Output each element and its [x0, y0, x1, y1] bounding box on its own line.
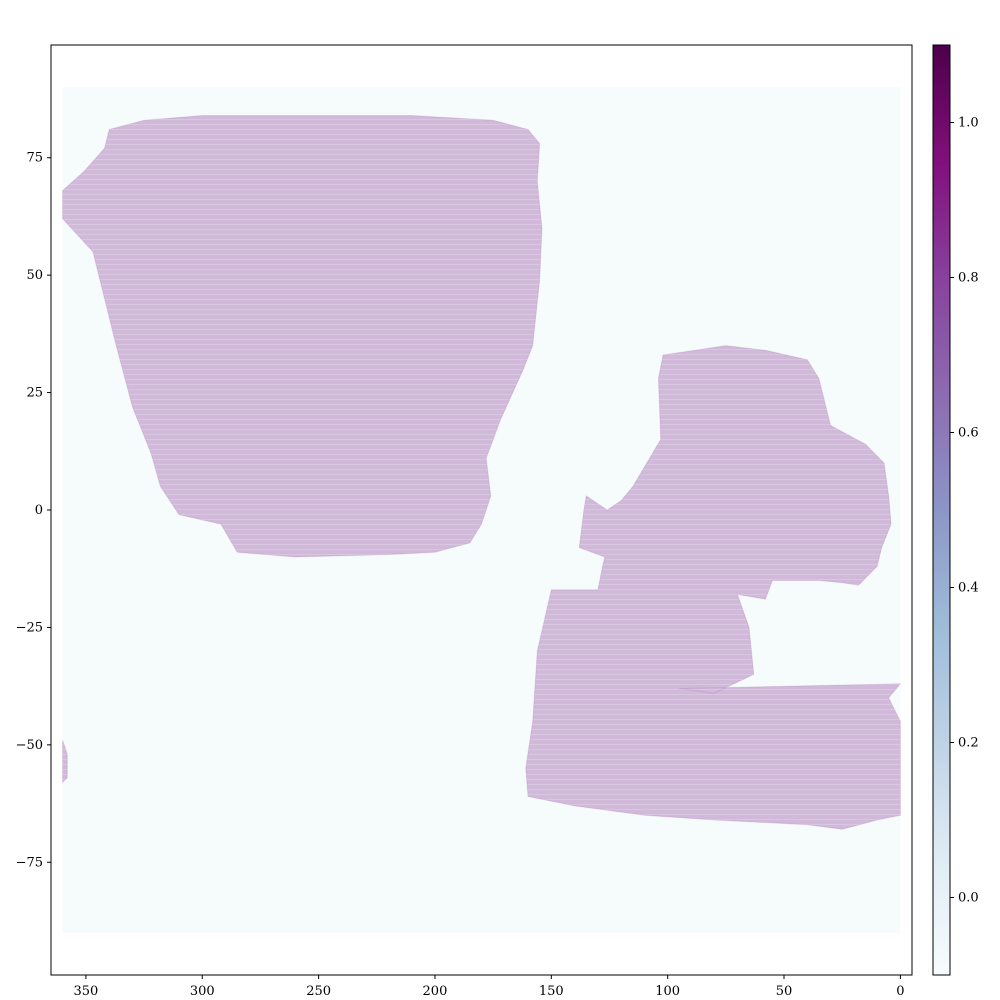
colorbar: 0.0 0.2 0.4 0.6 0.8 1.0 [932, 44, 979, 976]
colorbar-tick-label: 0.4 [958, 581, 979, 596]
colorbar-tick-label: 0.8 [958, 271, 979, 286]
footprint-texture-2 [525, 345, 901, 830]
y-tick-label: −25 [16, 620, 43, 635]
colorbar-tick-label: 0.0 [958, 891, 979, 906]
x-tick-label: 300 [190, 984, 215, 999]
y-axis: 75 50 25 0 −25 −50 −75 [16, 151, 51, 870]
x-tick-label: 350 [73, 984, 98, 999]
footprint-texture-1 [62, 115, 542, 557]
x-tick-label: 250 [306, 984, 331, 999]
x-tick-label: 50 [776, 984, 793, 999]
y-tick-label: 50 [26, 268, 43, 283]
x-tick-label: 0 [896, 984, 904, 999]
plot-area [50, 44, 913, 976]
footprint-regions [62, 115, 902, 830]
y-tick-label: 25 [26, 386, 43, 401]
colorbar-gradient [932, 44, 951, 976]
colorbar-tick-label: 0.2 [958, 736, 979, 751]
y-tick-label: −50 [16, 738, 43, 753]
colorbar-tick-label: 1.0 [958, 116, 979, 131]
y-tick-label: 0 [35, 503, 43, 518]
colorbar-ticks: 0.0 0.2 0.4 0.6 0.8 1.0 [950, 116, 979, 906]
footprint-texture-3 [62, 740, 68, 783]
x-tick-label: 200 [423, 984, 448, 999]
y-tick-label: 75 [26, 151, 43, 166]
x-tick-label: 150 [539, 984, 564, 999]
x-axis: 350 300 250 200 150 100 50 0 [73, 975, 905, 999]
y-tick-label: −75 [16, 855, 43, 870]
colorbar-tick-label: 0.6 [958, 426, 979, 441]
x-tick-label: 100 [655, 984, 680, 999]
